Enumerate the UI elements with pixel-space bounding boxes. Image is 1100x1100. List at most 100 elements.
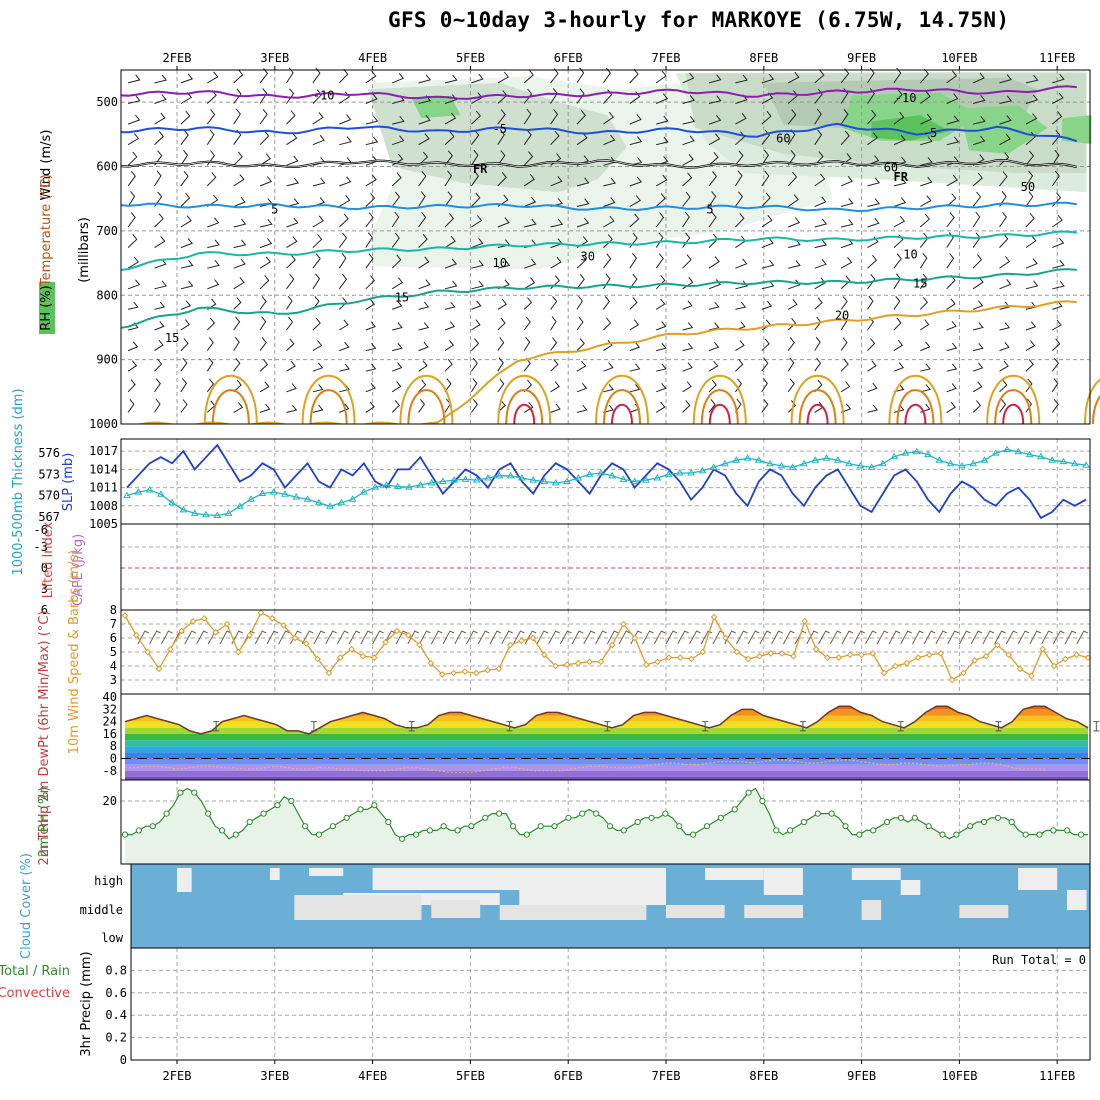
isotherm-loop xyxy=(700,389,739,425)
surface-barb xyxy=(512,630,525,645)
surface-barb xyxy=(947,630,959,645)
wind-barb xyxy=(893,362,905,372)
wind-speed-marker xyxy=(144,648,151,656)
contour-label: 60 xyxy=(776,132,790,146)
wind-speed-marker xyxy=(178,627,185,635)
surface-barb xyxy=(759,630,772,645)
rh-marker xyxy=(814,810,821,817)
rh-marker xyxy=(412,831,420,838)
wind-barb xyxy=(867,198,880,207)
rh-marker xyxy=(828,810,835,817)
wind-barb xyxy=(761,357,769,372)
wind-barb xyxy=(180,110,191,125)
wind-barb xyxy=(391,172,402,187)
wind-barb xyxy=(365,174,377,187)
wind-barb xyxy=(550,403,561,413)
wind-barb xyxy=(339,136,352,146)
thickness-marker xyxy=(314,498,323,506)
temp-line xyxy=(124,705,1089,735)
isotherm-10 xyxy=(121,230,1077,272)
surface-barb xyxy=(184,630,197,645)
thickness-marker xyxy=(495,471,504,479)
wind-barb xyxy=(761,73,775,84)
bottom-date-label: 9FEB xyxy=(847,1069,876,1083)
wind-barb xyxy=(391,381,402,393)
wind-barb xyxy=(576,217,590,228)
wind-barb xyxy=(497,109,506,125)
wind-speed-marker xyxy=(234,648,242,656)
wind-barb xyxy=(286,198,300,207)
surface-barb xyxy=(278,630,290,645)
surface-barb xyxy=(289,630,302,645)
cloud-mid xyxy=(666,905,725,918)
y-tick-label: 600 xyxy=(96,160,118,174)
wind-barb xyxy=(259,337,267,351)
contour-label: 15 xyxy=(913,276,927,290)
wind-speed-marker xyxy=(937,650,945,657)
wind-barb xyxy=(735,112,747,125)
wind-speed-marker xyxy=(393,627,401,635)
rh-marker xyxy=(1050,827,1057,834)
wind-barb xyxy=(233,218,247,228)
surface-barb xyxy=(806,630,819,645)
wind-barb xyxy=(365,70,377,84)
wind-barb xyxy=(788,217,801,228)
rh-marker xyxy=(648,814,655,821)
surface-barb xyxy=(1041,630,1053,645)
rh-marker xyxy=(260,810,267,817)
wind-barb xyxy=(576,132,588,146)
isotherm-loop xyxy=(399,374,454,425)
wind-barb xyxy=(999,379,1008,393)
thickness-marker xyxy=(258,489,267,497)
wind-speed-marker xyxy=(518,637,525,645)
isotherm-loop xyxy=(798,389,837,425)
total-rain-label: Total / Rain xyxy=(0,964,70,979)
wind-barb xyxy=(656,342,667,352)
wind-barb xyxy=(999,278,1012,290)
wind-barb xyxy=(444,74,458,84)
wind-barb xyxy=(708,279,722,290)
isotherm-loop xyxy=(595,374,649,425)
wind-barb xyxy=(259,130,270,146)
wind-barb xyxy=(550,358,559,372)
surface-barb xyxy=(196,630,208,645)
wind-barb xyxy=(999,341,1010,352)
rh-marker xyxy=(1022,831,1029,838)
isotherm--5 xyxy=(121,122,1078,143)
surface-barb xyxy=(571,630,584,645)
wind-speed-marker xyxy=(790,652,797,660)
wind-barb xyxy=(787,299,798,310)
rh-legend-swatch xyxy=(39,282,55,334)
wind-barb xyxy=(761,378,768,393)
cloud-clear-patches xyxy=(177,868,1087,910)
rh-marker xyxy=(482,814,489,821)
rh-marker xyxy=(509,823,517,830)
wind-barb xyxy=(603,215,615,228)
cloud-clear xyxy=(851,868,901,880)
wind-barb xyxy=(418,379,427,393)
contour-label: 30 xyxy=(581,249,595,263)
wind-barb xyxy=(365,253,374,269)
precip-tick-label: 0 xyxy=(120,1053,127,1067)
wind-barb xyxy=(312,89,322,104)
thickness-marker xyxy=(788,463,797,470)
rh-marker xyxy=(177,789,184,796)
rh-marker xyxy=(302,823,309,830)
wind-speed-marker xyxy=(1050,662,1058,670)
thickness-marker xyxy=(156,490,165,497)
temp-color-bands xyxy=(125,706,1088,780)
surface-barb xyxy=(876,630,889,645)
wind-barb xyxy=(127,301,139,310)
wind-barb xyxy=(206,357,214,372)
wind-speed-marker xyxy=(416,641,423,649)
slp-tick-label: 1011 xyxy=(89,481,118,495)
wind-barb xyxy=(339,114,352,125)
wind-barb xyxy=(576,110,586,125)
surface-barb xyxy=(160,630,173,645)
rh-marker xyxy=(135,827,142,834)
wind-barb xyxy=(708,133,721,146)
wind-barb xyxy=(550,296,558,310)
wind-barb xyxy=(946,320,957,331)
wind-speed-marker xyxy=(438,671,446,678)
surface-barb xyxy=(231,630,244,645)
